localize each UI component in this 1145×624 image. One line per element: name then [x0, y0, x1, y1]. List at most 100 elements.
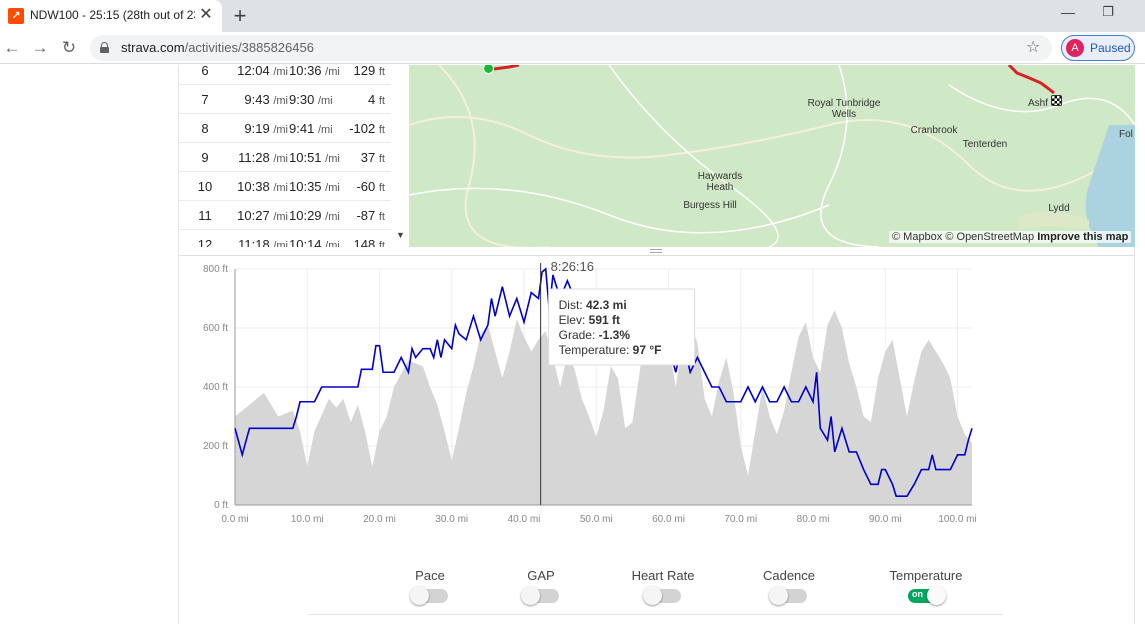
table-row: 10 10:38 /mi 10:35 /mi -60 ft — [179, 172, 391, 201]
x-tick-label: 80.0 mi — [797, 514, 830, 525]
x-tick-label: 20.0 mi — [363, 514, 396, 525]
toggle-gap[interactable]: GAP — [481, 565, 601, 615]
map-attribution: © Mapbox © OpenStreetMap Improve this ma… — [889, 231, 1132, 243]
improve-map-link[interactable]: Improve this map — [1037, 231, 1129, 243]
split-gap: 9:41 /mi — [289, 121, 333, 136]
x-tick-label: 60.0 mi — [652, 514, 685, 525]
forward-arrow-icon[interactable]: → — [31, 38, 49, 57]
map-label-tunbridge: Royal Tunbridge Wells — [807, 98, 881, 120]
x-tick-label: 10.0 mi — [291, 514, 324, 525]
tooltip-row: Elev: 591 ft — [559, 313, 620, 327]
finish-flag-icon[interactable] — [1051, 95, 1062, 106]
gap-switch[interactable] — [521, 586, 559, 605]
split-pace: 9:43 /mi — [244, 92, 288, 107]
toggle-heart-rate[interactable]: Heart Rate — [603, 565, 723, 615]
restore-window-icon[interactable]: ❐ — [1102, 4, 1114, 19]
route-map[interactable]: Royal Tunbridge Wells Cranbrook Tenterde… — [409, 65, 1135, 247]
table-row: 12 11:18 /mi 10:14 /mi 148 ft — [179, 230, 391, 247]
toggle-cadence[interactable]: Cadence — [729, 565, 849, 615]
toggle-label: Heart Rate — [631, 568, 695, 583]
table-row: 7 9:43 /mi 9:30 /mi 4 ft — [179, 85, 391, 114]
split-pace: 9:19 /mi — [244, 121, 288, 136]
profile-button[interactable]: A Paused — [1061, 35, 1135, 61]
address-bar[interactable]: strava.com/activities/3885826456 ☆ — [90, 35, 1052, 61]
elevation-area — [235, 310, 972, 505]
split-gap: 10:14 /mi — [289, 237, 340, 247]
x-tick-label: 90.0 mi — [869, 514, 902, 525]
browser-toolbar: ← → ↻ strava.com/activities/3885826456 ☆… — [0, 32, 1145, 64]
x-tick-label: 70.0 mi — [724, 514, 757, 525]
split-lap: 6 — [201, 65, 209, 78]
table-row: 8 9:19 /mi 9:41 /mi -102 ft — [179, 114, 391, 143]
y-tick-label: 200 ft — [203, 441, 228, 452]
url-path: /activities/3885826456 — [184, 40, 314, 55]
split-gap: 10:51 /mi — [289, 150, 340, 165]
bookmark-star-icon[interactable]: ☆ — [1026, 39, 1041, 56]
map-label-haywards-heath: Haywards Heath — [697, 171, 743, 193]
split-elev: -60 ft — [356, 179, 385, 194]
lock-icon — [100, 42, 109, 53]
close-tab-icon[interactable]: ✕ — [199, 6, 213, 23]
split-elev: 148 ft — [353, 237, 385, 247]
avatar: A — [1066, 39, 1084, 57]
split-gap: 10:29 /mi — [289, 208, 340, 223]
minimize-icon[interactable]: — — [1061, 4, 1075, 20]
resize-handle[interactable] — [650, 249, 662, 253]
tooltip-row: Grade: -1.3% — [559, 328, 631, 342]
table-row: 11 10:27 /mi 10:29 /mi -87 ft — [179, 201, 391, 230]
url-domain: strava.com — [121, 40, 185, 55]
split-pace: 11:28 /mi — [238, 150, 288, 165]
reload-icon[interactable]: ↻ — [61, 38, 77, 57]
temperature-switch[interactable]: on — [908, 586, 946, 605]
toggle-label: Temperature — [889, 568, 963, 583]
toggle-label: GAP — [527, 568, 555, 583]
y-tick-label: 0 ft — [214, 500, 228, 511]
heart-rate-switch[interactable] — [643, 586, 681, 605]
split-elev: 37 ft — [360, 150, 385, 165]
split-pace: 12:04 /mi — [237, 65, 288, 78]
panel-border-right — [1134, 65, 1135, 624]
browser-tab[interactable]: ↗ NDW100 - 25:15 (28th out of 23 ✕ — [0, 0, 222, 32]
split-gap: 10:35 /mi — [289, 179, 340, 194]
y-tick-label: 600 ft — [203, 323, 228, 334]
back-arrow-icon[interactable]: ← — [3, 38, 21, 57]
toggle-temperature[interactable]: Temperature on — [866, 565, 986, 615]
tooltip-row: Temperature: 97 °F — [559, 343, 662, 357]
split-pace: 10:38 /mi — [237, 179, 288, 194]
map-label-lydd: Lydd — [1048, 203, 1070, 214]
table-row: 6 12:04 /mi 10:36 /mi 129 ft — [179, 65, 391, 85]
x-tick-label: 30.0 mi — [435, 514, 468, 525]
cursor-time: 8:26:16 — [551, 261, 594, 274]
split-elev: 4 ft — [368, 92, 385, 107]
split-lap: 8 — [201, 121, 209, 136]
toggle-pace[interactable]: Pace — [370, 565, 490, 615]
table-row: 9 11:28 /mi 10:51 /mi 37 ft — [179, 143, 391, 172]
new-tab-button[interactable]: + — [233, 3, 247, 28]
splits-table[interactable]: 6 12:04 /mi 10:36 /mi 129 ft 7 9:43 /mi … — [179, 65, 409, 247]
pace-switch[interactable] — [410, 586, 448, 605]
elevation-chart[interactable]: 0 ft 200 ft 400 ft 600 ft 800 ft 0.0 mi 10.0 m… — [180, 261, 990, 531]
start-marker-icon[interactable] — [483, 65, 494, 74]
split-elev: -102 ft — [349, 121, 385, 136]
route-line — [493, 65, 1055, 95]
x-tick-label: 40.0 mi — [508, 514, 541, 525]
profile-status: Paused — [1090, 41, 1131, 55]
split-elev: -87 ft — [356, 208, 385, 223]
map-label-folkestone: Fol — [1119, 129, 1133, 140]
split-pace: 11:18 /mi — [238, 237, 288, 247]
split-lap: 11 — [198, 208, 212, 223]
split-gap: 9:30 /mi — [289, 92, 333, 107]
split-gap: 10:36 /mi — [289, 65, 340, 78]
strava-favicon-icon: ↗ — [8, 8, 24, 24]
x-tick-label: 0.0 mi — [221, 514, 248, 525]
cadence-switch[interactable] — [769, 586, 807, 605]
tab-title: NDW100 - 25:15 (28th out of 23 — [30, 8, 195, 22]
map-label-tenterden: Tenterden — [962, 139, 1008, 150]
split-lap: 10 — [197, 179, 213, 194]
y-tick-label: 800 ft — [203, 264, 228, 275]
x-tick-label: 100.0 mi — [938, 514, 976, 525]
hover-tooltip — [548, 288, 696, 366]
toggle-label: Pace — [415, 568, 445, 583]
map-label-burgess-hill: Burgess Hill — [683, 200, 737, 211]
scroll-down-arrow-icon[interactable]: ▼ — [396, 230, 405, 240]
